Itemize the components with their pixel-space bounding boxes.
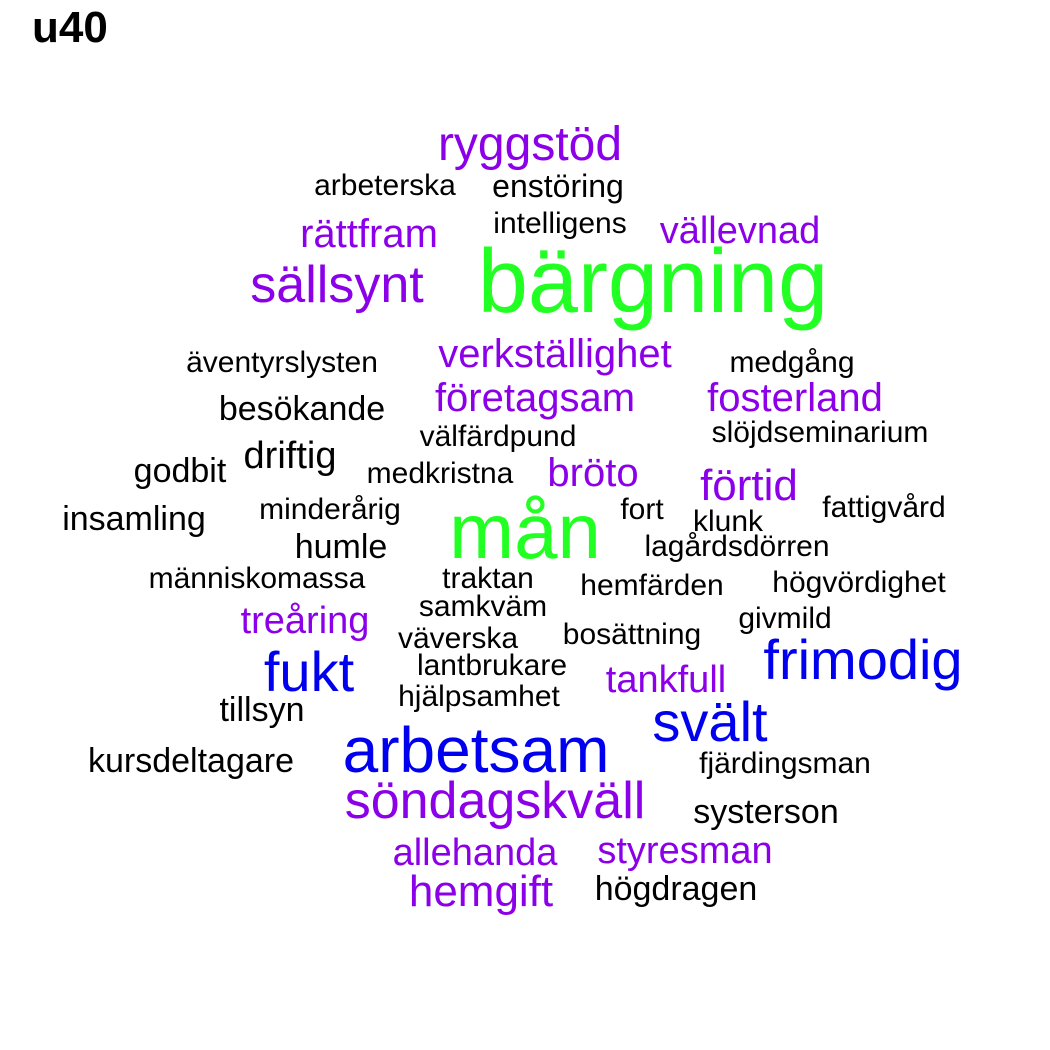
word-49: söndagskväll: [345, 772, 646, 830]
word-40: fukt: [264, 640, 355, 703]
word-15: välfärdpund: [420, 420, 577, 453]
word-7: sällsynt: [250, 256, 424, 314]
word-47: kursdeltagare: [88, 742, 294, 780]
word-36: givmild: [738, 602, 831, 635]
word-25: fort: [620, 493, 664, 526]
word-18: driftig: [244, 435, 337, 477]
word-34: samkväm: [419, 590, 547, 623]
word-24: mån: [449, 487, 601, 575]
word-9: äventyrslysten: [186, 346, 378, 379]
word-10: verkställighet: [438, 332, 671, 376]
word-50: systerson: [693, 793, 839, 831]
word-6: vällevnad: [660, 210, 821, 252]
word-38: bosättning: [563, 618, 701, 651]
word-43: hjälpsamhet: [398, 680, 560, 713]
word-30: människomassa: [149, 562, 366, 595]
word-22: insamling: [62, 500, 206, 538]
word-12: besökande: [219, 390, 385, 428]
word-29: lagårdsdörren: [644, 530, 829, 563]
word-33: högvördighet: [772, 566, 946, 599]
word-39: frimodig: [763, 628, 962, 691]
word-31: traktan: [442, 562, 534, 595]
word-53: hemgift: [409, 867, 553, 916]
word-42: tankfull: [606, 659, 726, 701]
plot-title: u40: [32, 3, 108, 52]
word-26: klunk: [693, 505, 764, 538]
word-27: fattigvård: [822, 491, 945, 524]
word-14: fosterland: [707, 376, 883, 420]
word-3: enstöring: [492, 168, 624, 204]
word-51: allehanda: [393, 832, 559, 874]
word-23: minderårig: [259, 493, 401, 526]
word-20: bröto: [547, 451, 638, 495]
word-2: arbeterska: [314, 169, 456, 202]
word-21: förtid: [700, 461, 798, 510]
word-28: humle: [295, 528, 388, 566]
word-41: lantbrukare: [417, 649, 567, 682]
word-35: treåring: [241, 600, 370, 642]
word-19: medkristna: [367, 457, 514, 490]
word-32: hemfärden: [580, 569, 723, 602]
word-54: högdragen: [595, 870, 758, 908]
word-52: styresman: [597, 830, 772, 872]
word-11: medgång: [729, 346, 854, 379]
word-13: företagsam: [435, 376, 635, 420]
word-5: intelligens: [493, 207, 626, 240]
word-46: arbetsam: [343, 714, 610, 786]
word-44: tillsyn: [219, 691, 304, 729]
word-8: bärgning: [478, 232, 828, 332]
word-45: svält: [652, 690, 768, 753]
word-1: ryggstöd: [438, 118, 622, 171]
word-4: rättfram: [300, 212, 438, 256]
word-37: väverska: [398, 622, 518, 655]
word-48: fjärdingsman: [699, 747, 871, 780]
word-17: godbit: [134, 452, 227, 490]
word-16: slöjdseminarium: [712, 416, 929, 449]
